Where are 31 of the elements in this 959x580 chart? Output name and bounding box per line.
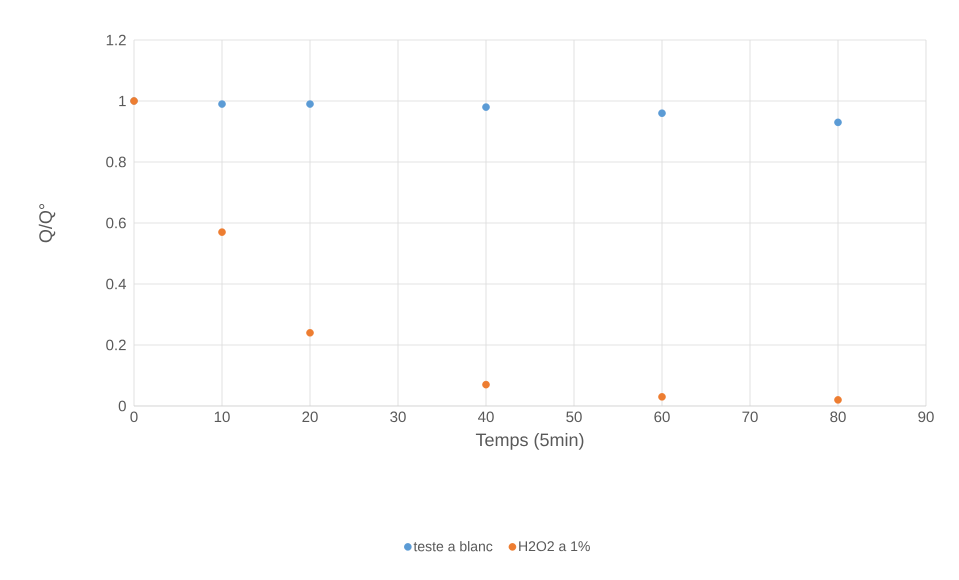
y-tick-label: 0 [118,400,126,412]
point [482,380,490,388]
y-axis-title: Q/Q° [38,204,56,242]
point [306,328,314,337]
y-tick-label: 0.6 [106,218,126,228]
point [218,100,226,108]
x-tick-label: 0 [130,412,138,422]
y-tick-label: 1 [119,96,126,106]
x-tick-label: 10 [214,412,230,422]
point [482,103,490,111]
x-tick-label: 80 [830,412,846,422]
y-tick-label: 0.4 [106,278,126,290]
x-tick-label: 90 [918,412,934,422]
point [306,100,314,108]
point [218,228,226,236]
legend-label: teste a blanc [414,541,492,552]
x-tick-label: 70 [742,412,758,422]
x-tick-label: 60 [654,412,670,422]
y-tick-label: 1.2 [106,34,126,46]
x-tick-label: 50 [566,412,582,422]
point [658,109,666,117]
point [658,393,666,401]
x-tick-label: 40 [478,412,494,422]
point [834,118,842,126]
x-tick-label: 30 [390,412,406,422]
legend-label: H2O2 a 1% [519,541,590,552]
y-tick-label: 0.2 [106,340,126,350]
y-tick-label: 0.8 [106,156,126,168]
point [834,396,842,404]
x-axis-title: Temps (5min) [476,433,584,450]
x-tick-label: 20 [302,412,318,422]
